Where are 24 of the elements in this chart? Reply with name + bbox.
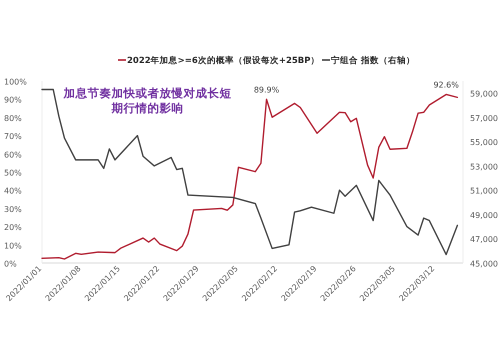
y2-tick-label: 55,000 (470, 138, 498, 148)
y-tick-label: 50% (4, 168, 22, 178)
y-tick-label: 40% (4, 186, 22, 196)
y-tick-label: 100% (4, 78, 28, 86)
y2-tick-label: 45,000 (470, 260, 498, 268)
y-tick-label: 70% (4, 132, 22, 142)
y-tick-label: 60% (4, 150, 22, 160)
y2-tick-label: 59,000 (470, 90, 498, 99)
y2-tick-label: 51,000 (470, 186, 498, 196)
legend-label: 宁组合 指数（右轴） (331, 55, 415, 66)
y-tick-label: 0% (4, 260, 18, 268)
y-tick-label: 90% (4, 96, 22, 105)
y2-tick-label: 49,000 (470, 210, 498, 220)
y2-tick-label: 53,000 (470, 162, 498, 172)
y-tick-label: 80% (4, 114, 22, 123)
text: 加息节奏加快或者放慢对成长短期行情的影响 (62, 86, 232, 116)
y-tick-label: 20% (4, 223, 22, 232)
annotation: 92.6% (433, 80, 460, 90)
legend-label: 2022年加息>=6次的概率（假设每次+25BP） (127, 55, 320, 66)
annotation: 89.9% (254, 85, 280, 94)
y2-tick-label: 57,000 (470, 114, 498, 123)
y2-tick-label: 47,000 (470, 235, 498, 244)
y-tick-label: 10% (4, 241, 22, 250)
y-tick-label: 30% (4, 204, 22, 214)
